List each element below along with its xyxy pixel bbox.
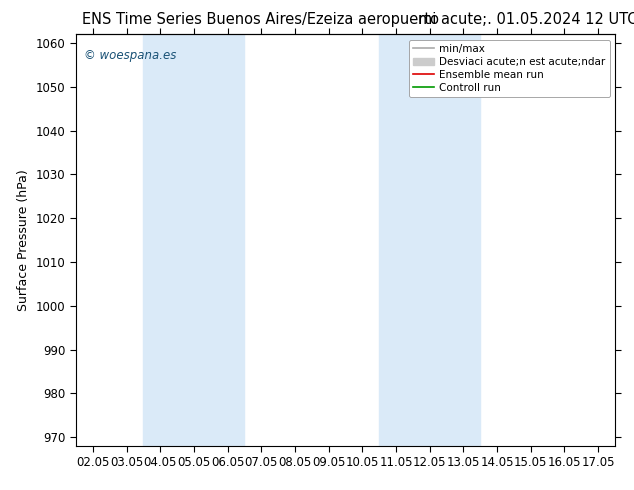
Text: ENS Time Series Buenos Aires/Ezeiza aeropuerto: ENS Time Series Buenos Aires/Ezeiza aero… — [82, 12, 439, 27]
Bar — [379, 34, 480, 446]
Legend: min/max, Desviaci acute;n est acute;ndar, Ensemble mean run, Controll run: min/max, Desviaci acute;n est acute;ndar… — [409, 40, 610, 97]
Text: mi acute;. 01.05.2024 12 UTC: mi acute;. 01.05.2024 12 UTC — [418, 12, 634, 27]
Text: © woespana.es: © woespana.es — [84, 49, 176, 62]
Bar — [143, 34, 245, 446]
Y-axis label: Surface Pressure (hPa): Surface Pressure (hPa) — [17, 169, 30, 311]
